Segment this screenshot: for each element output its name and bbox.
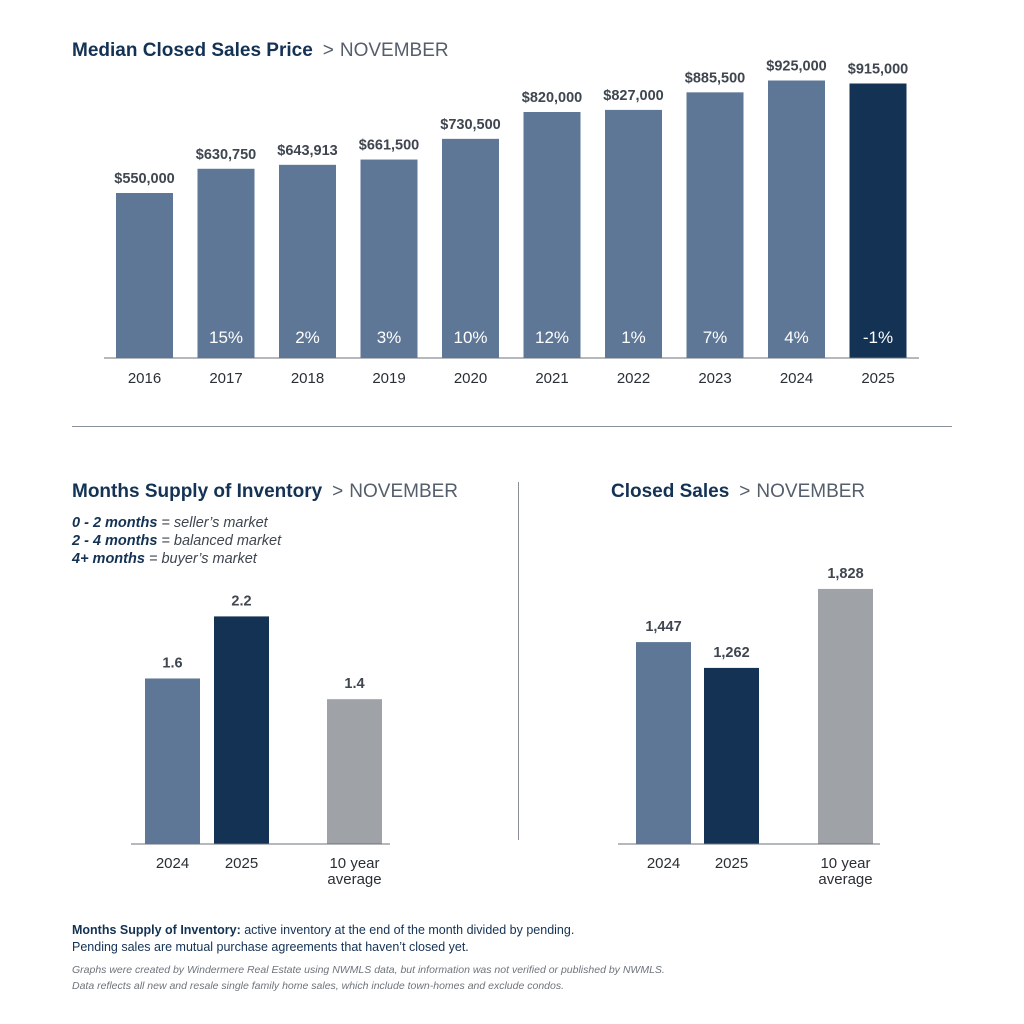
value-label: 1,262 — [713, 645, 749, 661]
legend-item-buyers: 4+ months = buyer’s market — [72, 550, 281, 568]
value-label: $661,500 — [359, 138, 419, 154]
months-supply-month: NOVEMBER — [349, 481, 459, 502]
months-supply-title-text: Months Supply of Inventory — [72, 481, 323, 502]
value-label: $730,500 — [440, 117, 500, 133]
value-label: 2.2 — [231, 593, 251, 609]
percent-change-label: 15% — [209, 328, 243, 347]
median-price-month: NOVEMBER — [339, 40, 449, 61]
percent-change-label: 2% — [295, 328, 320, 347]
x-tick-label: 2018 — [291, 370, 324, 387]
footnote-term: Months Supply of Inventory: — [72, 923, 241, 937]
x-tick-label: 10 year — [820, 855, 870, 872]
months-supply-title: Months Supply of Inventory > NOVEMBER — [72, 481, 458, 503]
value-label: 1,447 — [645, 619, 681, 635]
value-label: $925,000 — [766, 59, 826, 75]
x-tick-label: 2016 — [128, 370, 161, 387]
value-label: 1,828 — [827, 566, 863, 582]
value-label: 1.6 — [162, 655, 182, 671]
value-label: $643,913 — [277, 143, 337, 159]
bar — [116, 193, 173, 358]
footnote: Months Supply of Inventory: active inven… — [72, 922, 574, 956]
footnote-line-2: Pending sales are mutual purchase agreem… — [72, 940, 469, 954]
percent-change-label: 10% — [453, 328, 487, 347]
legend-item-balanced: 2 - 4 months = balanced market — [72, 532, 281, 550]
bar — [197, 168, 255, 358]
disclaimer-line-1: Graphs were created by Windermere Real E… — [72, 964, 665, 976]
closed-sales-title: Closed Sales > NOVEMBER — [611, 481, 865, 503]
x-tick-label: average — [818, 871, 872, 888]
legend-range: 0 - 2 months — [72, 515, 158, 531]
bar — [605, 109, 662, 359]
median-price-title: Median Closed Sales Price > NOVEMBER — [72, 40, 449, 62]
percent-change-label: -1% — [863, 328, 893, 347]
bar — [327, 699, 382, 844]
value-label: $820,000 — [522, 90, 582, 106]
bar — [145, 678, 200, 844]
closed-sales-title-text: Closed Sales — [611, 481, 730, 502]
value-label: $915,000 — [848, 62, 908, 78]
legend-text: = balanced market — [157, 533, 282, 549]
footnote-line-1: Months Supply of Inventory: active inven… — [72, 922, 574, 939]
percent-change-label: 1% — [621, 328, 646, 347]
x-tick-label: 2024 — [647, 855, 680, 872]
x-tick-label: 2022 — [617, 370, 650, 387]
x-tick-label: 2025 — [861, 370, 894, 387]
bar — [360, 159, 418, 358]
disclaimer-line-2: Data reflects all new and resale single … — [72, 980, 565, 992]
bar — [686, 92, 744, 358]
title-separator: > — [739, 481, 751, 502]
legend-range: 2 - 4 months — [72, 533, 158, 549]
x-tick-label: 2024 — [780, 370, 813, 387]
value-label: 1.4 — [344, 676, 364, 692]
disclaimer: Graphs were created by Windermere Real E… — [72, 962, 665, 994]
percent-change-label: 3% — [377, 328, 402, 347]
footnote-definition: active inventory at the end of the month… — [240, 923, 575, 937]
legend-range: 4+ months — [72, 551, 145, 567]
title-separator: > — [332, 481, 344, 502]
legend-item-sellers: 0 - 2 months = seller’s market — [72, 514, 281, 532]
percent-change-label: 7% — [703, 328, 728, 347]
title-separator: > — [322, 40, 334, 61]
percent-change-label: 12% — [535, 328, 569, 347]
bar — [442, 138, 499, 358]
x-tick-label: 2024 — [156, 855, 189, 872]
x-tick-label: 2025 — [715, 855, 748, 872]
percent-change-label: 4% — [784, 328, 809, 347]
x-tick-label: 2020 — [454, 370, 487, 387]
value-label: $827,000 — [603, 88, 663, 104]
bar — [279, 164, 336, 358]
bar — [523, 112, 581, 358]
bar — [768, 80, 825, 358]
x-tick-label: 2023 — [698, 370, 731, 387]
legend-text: = seller’s market — [157, 515, 268, 531]
x-tick-label: 2017 — [209, 370, 242, 387]
x-tick-label: 2025 — [225, 855, 258, 872]
x-tick-label: 10 year — [329, 855, 379, 872]
x-tick-label: 2019 — [372, 370, 405, 387]
median-price-title-text: Median Closed Sales Price — [72, 40, 313, 61]
bar — [636, 642, 691, 844]
bar — [214, 616, 269, 844]
legend-text: = buyer’s market — [144, 551, 257, 567]
x-tick-label: average — [327, 871, 381, 888]
x-tick-label: 2021 — [535, 370, 568, 387]
bar — [849, 83, 907, 358]
bar — [704, 667, 759, 844]
section-divider — [72, 426, 952, 427]
column-divider — [518, 482, 519, 840]
bar — [818, 588, 873, 844]
value-label: $550,000 — [114, 171, 174, 187]
value-label: $630,750 — [196, 147, 256, 163]
closed-sales-month: NOVEMBER — [756, 481, 866, 502]
value-label: $885,500 — [685, 70, 745, 86]
market-legend: 0 - 2 months = seller’s market 2 - 4 mon… — [72, 514, 281, 568]
